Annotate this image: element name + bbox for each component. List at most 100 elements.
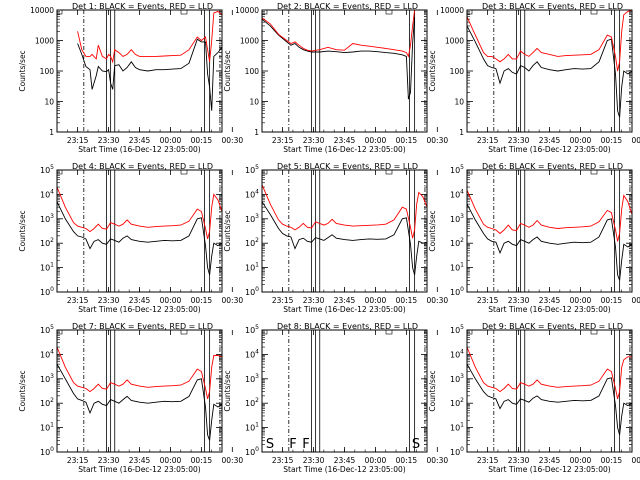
x-tick-label: 00:15: [601, 456, 623, 465]
x-tick-label: 00:00: [160, 296, 182, 305]
x-tick-label: 23:30: [303, 136, 325, 145]
marker-box: [385, 169, 393, 175]
series-line-lld: [262, 184, 427, 239]
y-tick-label: 101: [40, 422, 54, 433]
y-tick-label: 105: [245, 324, 259, 335]
x-tick-label: 00:00: [570, 456, 592, 465]
y-tick-label: 105: [40, 164, 54, 175]
x-tick-label: 23:45: [129, 136, 151, 145]
x-tick-label: 23:15: [67, 456, 89, 465]
y-tick-label: 1: [254, 128, 259, 137]
x-axis-label: Start Time (16-Dec-12 23:05:00): [488, 145, 610, 154]
series-line-events: [467, 203, 632, 281]
x-tick-label: 23:45: [129, 456, 151, 465]
plot-title: Det 7: BLACK = Events, RED = LLD: [72, 322, 213, 331]
x-tick-label: 00:15: [191, 456, 213, 465]
y-tick-label: 101: [450, 262, 464, 273]
y-tick-label: 100: [40, 446, 54, 457]
annotation-label: F: [289, 437, 296, 452]
x-tick-label: 00:30: [632, 136, 640, 145]
x-tick-label: 00:00: [570, 136, 592, 145]
x-tick-label: 00:15: [396, 296, 418, 305]
y-tick-label: 101: [40, 262, 54, 273]
series-line-events: [467, 363, 632, 436]
x-tick-label: 23:45: [334, 456, 356, 465]
x-axis-label: Start Time (16-Dec-12 23:05:00): [283, 305, 405, 314]
y-tick-label: 100: [40, 286, 54, 297]
x-tick-label: 23:15: [477, 296, 499, 305]
y-tick-label: 1000: [445, 37, 464, 46]
x-tick-label: 00:00: [570, 296, 592, 305]
x-tick-label: 00:00: [365, 456, 387, 465]
series-group: [262, 10, 416, 100]
y-axis-label: Counts/sec: [18, 370, 27, 411]
plot-title: Det 4: BLACK = Events, RED = LLD: [72, 162, 213, 171]
x-axis-label: Start Time (16-Dec-12 23:05:00): [78, 465, 200, 474]
x-tick-label: 23:30: [303, 456, 325, 465]
x-tick-label: 23:30: [98, 296, 120, 305]
series-line-lld: [57, 186, 222, 240]
series-line-events: [467, 25, 632, 118]
y-tick-label: 103: [245, 373, 259, 384]
y-tick-label: 10: [454, 98, 464, 107]
y-tick-label: 105: [450, 324, 464, 335]
plot-frame: [466, 169, 633, 293]
series-group: [77, 10, 222, 111]
y-tick-label: 102: [40, 237, 54, 248]
x-tick-label: 23:15: [272, 296, 294, 305]
y-tick-label: 10: [249, 98, 259, 107]
x-tick-label: 00:00: [365, 296, 387, 305]
y-tick-label: 103: [450, 213, 464, 224]
y-axis-label: Counts/sec: [223, 370, 232, 411]
series-group: [467, 189, 632, 281]
marker-box: [385, 9, 393, 15]
detector-plot-2: 1 10 100 1000 10000 23:15 23:30 23:45 00:00 00:15…: [223, 2, 448, 154]
y-tick-label: 100: [450, 446, 464, 457]
plot-title: Det 2: BLACK = Events, RED = LLD: [277, 2, 418, 11]
detector-plot-4: 100 101 102 103 104 105 23:15 23:30 23:45 00:00 00…: [18, 162, 243, 314]
x-axis-label: Start Time (16-Dec-12 23:05:00): [488, 305, 610, 314]
y-axis-label: Counts/sec: [428, 210, 437, 251]
marker-box: [56, 329, 63, 335]
marker-box: [385, 329, 393, 335]
x-tick-label: 00:00: [365, 136, 387, 145]
plot-title: Det 5: BLACK = Events, RED = LLD: [277, 162, 418, 171]
y-tick-label: 104: [450, 188, 464, 199]
series-line-events: [77, 38, 222, 111]
x-tick-label: 00:30: [427, 456, 449, 465]
x-tick-label: 00:00: [160, 136, 182, 145]
detector-plot-3: 1 10 100 1000 10000 23:15 23:30 23:45 00:00 00:15…: [428, 2, 640, 154]
y-axis-label: Counts/sec: [18, 50, 27, 91]
y-axis-label: Counts/sec: [18, 210, 27, 251]
x-tick-label: 23:15: [67, 136, 89, 145]
y-tick-label: 10000: [30, 6, 54, 15]
series-line-events: [57, 363, 222, 441]
y-tick-label: 1: [459, 128, 464, 137]
x-tick-label: 00:15: [396, 456, 418, 465]
annotation-label: S: [412, 437, 420, 452]
detector-plot-9: 100 101 102 103 104 105 23:15 23:30 23:45 00:00 00…: [428, 322, 640, 474]
marker-box: [466, 9, 473, 15]
series-group: [467, 10, 632, 118]
x-tick-label: 23:30: [98, 456, 120, 465]
plot-title: Det 1: BLACK = Events, RED = LLD: [72, 2, 213, 11]
y-tick-label: 102: [450, 397, 464, 408]
x-tick-label: 00:00: [160, 456, 182, 465]
marker-box: [56, 169, 63, 175]
x-tick-label: 00:30: [222, 136, 244, 145]
y-tick-label: 100: [245, 286, 259, 297]
y-tick-label: 100: [245, 446, 259, 457]
plot-title: Det 6: BLACK = Events, RED = LLD: [482, 162, 623, 171]
y-tick-label: 102: [245, 237, 259, 248]
marker-box: [180, 9, 188, 15]
y-tick-label: 102: [450, 237, 464, 248]
detector-plot-1: 1 10 100 1000 10000 23:15 23:30 23:45 00:00 00:15…: [18, 2, 243, 154]
x-tick-label: 00:15: [396, 136, 418, 145]
y-tick-label: 100: [245, 67, 260, 76]
x-tick-label: 23:45: [539, 296, 561, 305]
x-tick-label: 23:15: [67, 296, 89, 305]
x-tick-label: 00:30: [427, 136, 449, 145]
series-line-events: [262, 16, 416, 100]
x-tick-label: 00:15: [601, 136, 623, 145]
x-tick-label: 00:15: [601, 296, 623, 305]
